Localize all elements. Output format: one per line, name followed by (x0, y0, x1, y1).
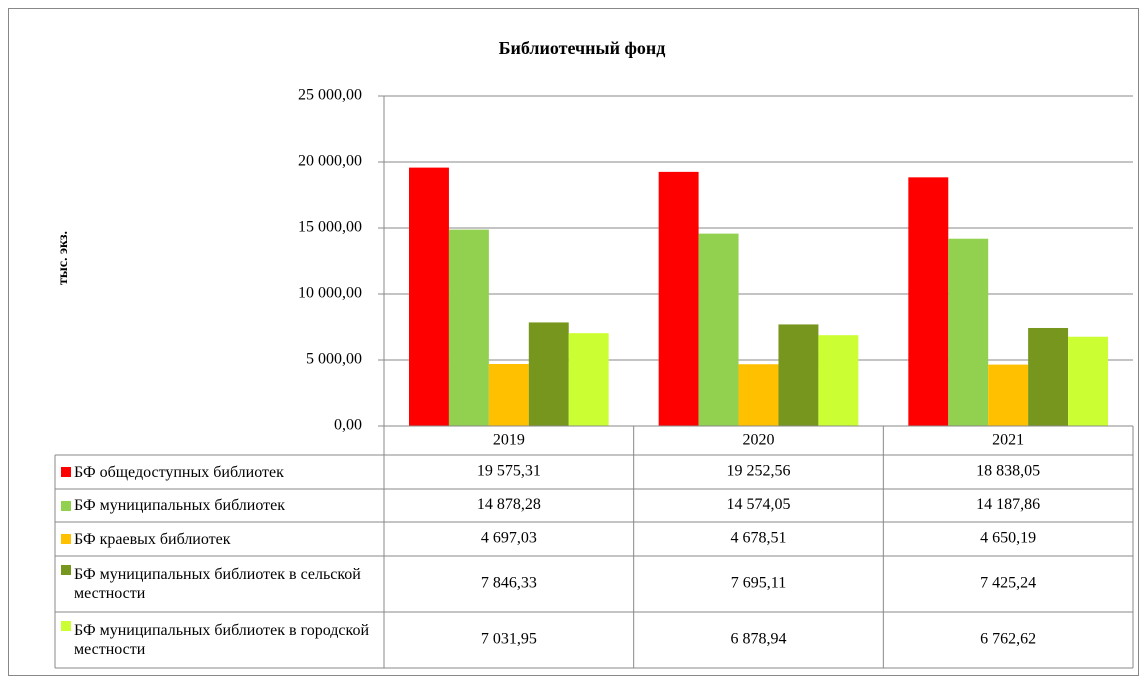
legend-swatch (61, 565, 71, 575)
table-value: 19 252,56 (727, 463, 791, 480)
table-value: 4 697,03 (481, 530, 537, 547)
bar (988, 364, 1029, 426)
bar (448, 229, 489, 426)
legend-swatch (61, 501, 71, 511)
legend-swatch (61, 621, 71, 631)
y-tick-label: 10 000,00 (298, 285, 362, 302)
table-value: 4 650,19 (980, 530, 1036, 547)
legend-cell: БФ краевых библиотек (55, 522, 384, 556)
bar (778, 324, 819, 426)
x-tick-label: 2019 (493, 432, 525, 449)
data-table: 2019 2020 2021 БФ общедоступных библиотек 19… (54, 425, 1134, 669)
table-value: 19 575,31 (477, 463, 541, 480)
bar (738, 364, 779, 426)
legend-label: БФ муниципальных библиотек в сельской ме… (74, 566, 361, 602)
bar (908, 177, 949, 426)
bar (568, 333, 609, 426)
legend-label: БФ муниципальных библиотек (74, 497, 286, 514)
table-value: 18 838,05 (976, 463, 1040, 480)
table-value: 6 878,94 (731, 631, 787, 648)
legend-swatch (61, 534, 71, 544)
table-value: 7 695,11 (731, 575, 786, 592)
legend-label: БФ общедоступных библиотек (74, 463, 284, 481)
legend-swatch (61, 467, 71, 477)
bar (698, 233, 739, 426)
bar (818, 335, 859, 426)
table-value: 4 678,51 (731, 530, 787, 547)
legend-entry: БФ муниципальных библиотек в сельской ме… (55, 556, 384, 612)
y-tick-label: 0,00 (334, 417, 362, 434)
bar (1068, 336, 1108, 426)
bar (1028, 327, 1069, 426)
y-tick-label: 15 000,00 (298, 219, 362, 236)
y-tick-label: 5 000,00 (306, 351, 362, 368)
legend-entry: БФ муниципальных библиотек в городской м… (55, 612, 384, 668)
legend-cell: БФ общедоступных библиотек (55, 455, 384, 489)
bar (658, 171, 699, 426)
legend-entry: БФ муниципальных библиотек (55, 489, 384, 522)
legend-entry: БФ краевых библиотек (55, 522, 384, 556)
legend-label: БФ муниципальных библиотек в городской м… (74, 622, 370, 658)
x-tick-label: 2020 (743, 432, 775, 449)
table-value: 14 878,28 (477, 496, 541, 513)
table-value: 7 425,24 (980, 575, 1036, 592)
legend-cell: БФ муниципальных библиотек в городской м… (55, 612, 384, 668)
bar (488, 363, 529, 426)
legend-label: БФ краевых библиотек (74, 530, 231, 548)
table-value: 14 574,05 (727, 496, 791, 513)
table-value: 6 762,62 (980, 631, 1036, 648)
bar (409, 167, 449, 427)
chart-title: Библиотечный фонд (499, 38, 666, 58)
y-axis-label: тыс. экз. (56, 231, 71, 285)
x-tick-label: 2021 (992, 432, 1024, 449)
legend-cell: БФ муниципальных библиотек в сельской ме… (55, 556, 384, 612)
table-value: 14 187,86 (976, 496, 1040, 513)
bar (528, 322, 569, 426)
table-value: 7 846,33 (481, 575, 537, 592)
legend-cell: БФ муниципальных библиотек (55, 489, 384, 522)
table-value: 7 031,95 (481, 631, 537, 648)
bar (948, 238, 989, 426)
y-tick-label: 25 000,00 (298, 87, 362, 104)
legend-entry: БФ общедоступных библиотек (55, 455, 384, 489)
y-tick-label: 20 000,00 (298, 153, 362, 170)
